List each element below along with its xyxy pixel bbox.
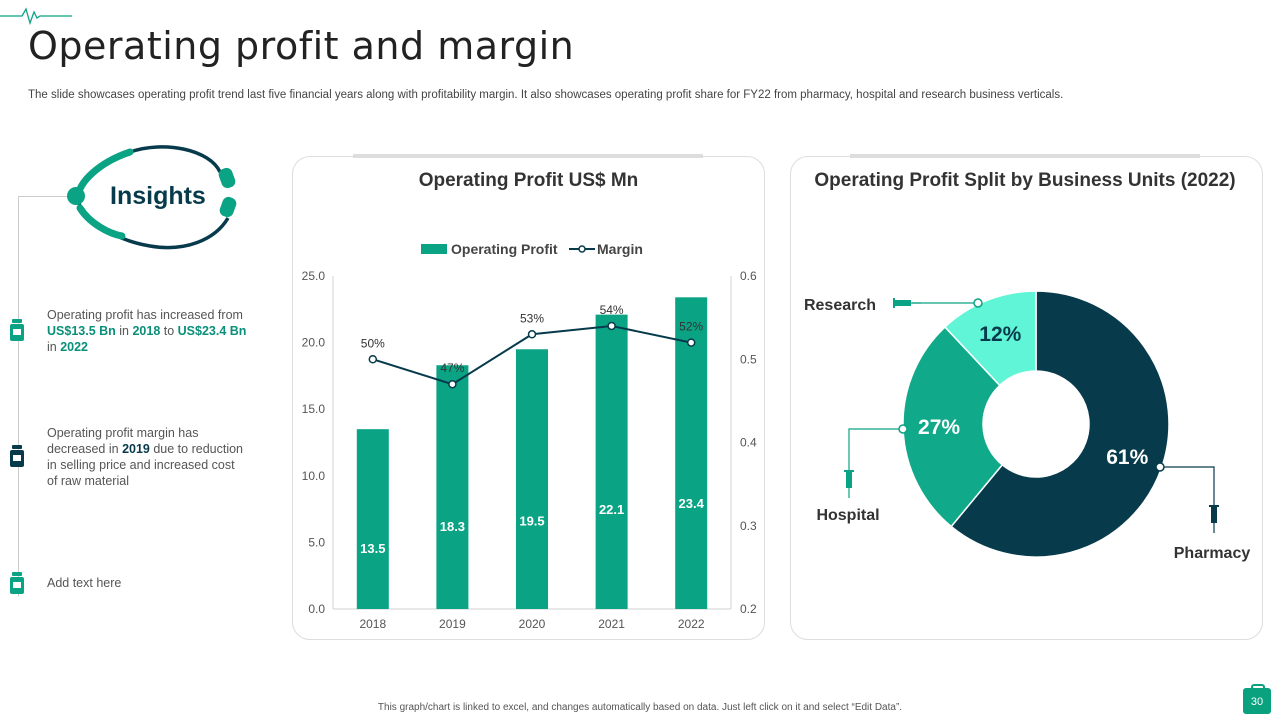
page-title: Operating profit and margin [28, 24, 575, 68]
page-number: 30 [1243, 684, 1271, 714]
insight-point-1: Operating profit has increased from US$1… [47, 308, 247, 354]
timeline-line [18, 196, 19, 596]
medicine-bottle-icon [10, 445, 24, 467]
medicine-bottle-icon [10, 319, 24, 341]
heartbeat-icon [0, 7, 72, 26]
donut-chart-card [790, 156, 1263, 640]
card-accent-bar [353, 154, 703, 158]
medicine-bottle-icon [10, 572, 24, 594]
bar-chart-card [292, 156, 765, 640]
bar-chart-title: Operating Profit US$ Mn [418, 170, 639, 191]
footer-note: This graph/chart is linked to excel, and… [377, 702, 903, 713]
page-subtitle: The slide showcases operating profit tre… [28, 89, 1064, 101]
insights-heading: Insights [110, 182, 206, 210]
timeline-connector [18, 196, 68, 197]
stethoscope-icon [67, 145, 237, 250]
insight-point-3: Add text here [47, 576, 122, 590]
donut-chart-title: Operating Profit Split by Business Units… [814, 170, 1236, 191]
card-accent-bar [850, 154, 1200, 158]
insight-point-2: Operating profit margin has decreased in… [47, 426, 243, 488]
